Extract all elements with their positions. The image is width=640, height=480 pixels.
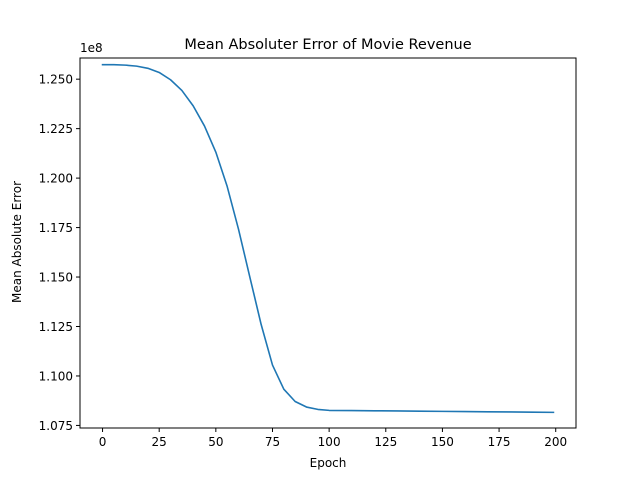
x-tick-label: 25 [152, 435, 167, 449]
y-tick-label: 1.150 [39, 271, 73, 285]
y-tick-label: 1.250 [39, 73, 73, 87]
y-tick-label: 1.225 [39, 122, 73, 136]
axis-ticks: 0 25 50 75 100 125 150 175 200 1.075 1.100 1.125 1.1… [39, 73, 568, 449]
x-tick-label: 125 [374, 435, 397, 449]
y-tick-label: 1.100 [39, 369, 73, 383]
y-axis-label: Mean Absolute Error [10, 181, 24, 303]
x-tick-label: 100 [318, 435, 341, 449]
y-offset-label: 1e8 [80, 41, 103, 55]
chart-title: Mean Absoluter Error of Movie Revenue [184, 37, 471, 53]
x-axis-label: Epoch [310, 456, 347, 470]
series-layer [101, 63, 555, 414]
y-tick-label: 1.200 [39, 172, 73, 186]
x-tick-label: 0 [99, 435, 107, 449]
series-line-mae [101, 63, 555, 414]
x-tick-label: 200 [544, 435, 567, 449]
y-tick-label: 1.125 [39, 320, 73, 334]
y-tick-label: 1.175 [39, 221, 73, 235]
plot-frame [79, 57, 577, 429]
y-tick-label: 1.075 [39, 419, 73, 433]
x-tick-label: 75 [265, 435, 280, 449]
x-tick-label: 150 [431, 435, 454, 449]
x-tick-label: 175 [488, 435, 511, 449]
x-tick-label: 50 [208, 435, 223, 449]
